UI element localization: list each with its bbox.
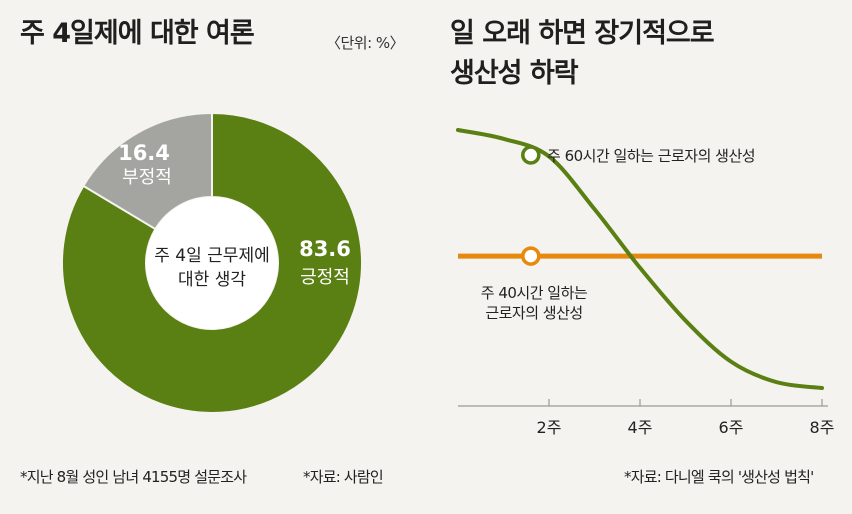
right-source: *자료: 다니엘 쿡의 '생산성 법칙' [624,468,814,486]
x-tick-label: 8주 [810,418,835,437]
negative-category-label: 부정적 [122,167,172,188]
positive-value-label: 83.6 [299,237,351,261]
center-label-line1: 주 4일 근무제에 [154,246,269,266]
negative-value-label: 16.4 [118,141,170,165]
donut-chart: 주 4일 근무제에 대한 생각 83.6 긍정적 16.4 부정적 [61,111,363,414]
survey-note: *지난 8월 성인 남녀 4155명 설문조사 [20,468,247,486]
left-chart-title: 주 4일제에 대한 여론 [20,18,255,49]
unit-label: 〈단위: %〉 [326,34,405,52]
series-label-40h-line2: 근로자의 생산성 [485,304,582,322]
series-marker-60h [521,145,541,165]
x-tick-label: 2주 [537,418,562,437]
right-chart-title-line2: 생산성 하락 [450,58,579,89]
x-tick-label: 4주 [628,418,653,437]
series-line-60h [456,128,824,390]
series-label-40h-line1: 주 40시간 일하는 [481,284,588,302]
series-label-60h: 주 60시간 일하는 근로자의 생산성 [547,147,755,165]
donut-hole [146,197,278,329]
series-marker-40h [521,246,541,266]
right-chart-title-line1: 일 오래 하면 장기적으로 [450,18,715,49]
center-label-line2: 대한 생각 [178,270,246,290]
x-tick-label: 6주 [719,418,744,437]
left-source: *자료: 사람인 [303,468,384,486]
positive-category-label: 긍정적 [300,267,350,288]
